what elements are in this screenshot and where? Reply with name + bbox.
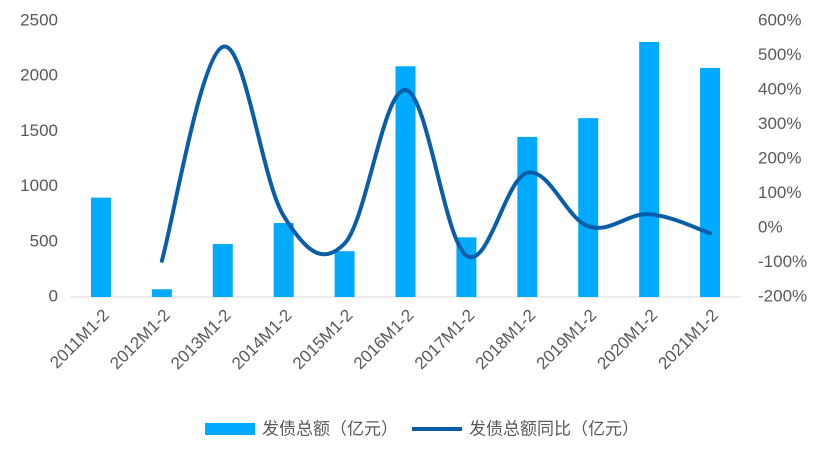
y2-tick-label: 100% xyxy=(758,183,801,202)
y2-tick-label: 500% xyxy=(758,45,801,64)
bar xyxy=(700,67,721,297)
legend-label: 发债总额（亿元） xyxy=(262,419,398,438)
bar xyxy=(90,197,111,297)
x-tick-label: 2020M1-2 xyxy=(594,306,662,374)
x-tick-label: 2019M1-2 xyxy=(533,306,601,374)
x-tick-label: 2021M1-2 xyxy=(654,306,722,374)
bar xyxy=(517,136,538,297)
bar xyxy=(395,66,416,297)
y2-tick-label: 200% xyxy=(758,148,801,167)
x-tick-label: 2016M1-2 xyxy=(350,306,418,374)
x-tick-label: 2012M1-2 xyxy=(106,306,174,374)
y2-tick-label: -200% xyxy=(758,286,807,305)
bar xyxy=(212,244,233,297)
x-tick-label: 2015M1-2 xyxy=(289,306,357,374)
y-tick-label: 2000 xyxy=(20,66,58,85)
y2-tick-label: 0% xyxy=(758,217,783,236)
bar xyxy=(273,223,294,297)
bar xyxy=(334,251,355,297)
x-tick-label: 2014M1-2 xyxy=(228,306,296,374)
x-tick-label: 2011M1-2 xyxy=(46,306,113,373)
y2-tick-label: 400% xyxy=(758,79,801,98)
bar xyxy=(578,118,599,297)
y-tick-label: 500 xyxy=(30,231,58,250)
bar xyxy=(151,289,172,297)
y-tick-label: 1500 xyxy=(20,121,58,140)
y-tick-label: 0 xyxy=(49,286,58,305)
line xyxy=(159,44,713,263)
legend-label: 发债总额同比（亿元） xyxy=(469,419,639,438)
y2-tick-label: -100% xyxy=(758,252,807,271)
x-tick-label: 2018M1-2 xyxy=(472,306,540,374)
legend-swatch xyxy=(205,423,255,435)
y2-tick-label: 300% xyxy=(758,114,801,133)
y-tick-label: 1000 xyxy=(20,176,58,195)
x-tick-label: 2017M1-2 xyxy=(411,306,479,374)
y-tick-label: 2500 xyxy=(20,10,58,29)
y2-tick-label: 600% xyxy=(758,10,801,29)
bar xyxy=(639,41,660,298)
x-tick-label: 2013M1-2 xyxy=(167,306,235,374)
